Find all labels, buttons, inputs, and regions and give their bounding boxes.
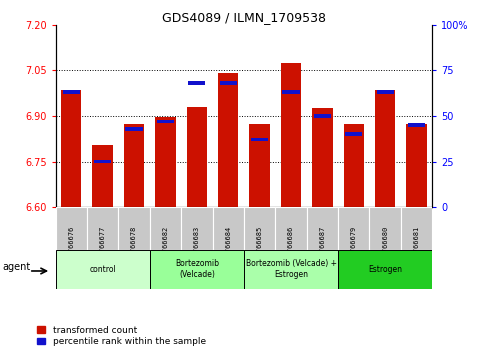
Bar bbox=[218, 73, 239, 207]
Bar bbox=[251, 138, 268, 142]
Bar bbox=[375, 90, 396, 207]
Bar bbox=[56, 250, 150, 289]
Text: GSM766683: GSM766683 bbox=[194, 226, 200, 264]
Bar bbox=[150, 250, 244, 289]
Text: GSM766676: GSM766676 bbox=[68, 226, 74, 264]
Text: GSM766686: GSM766686 bbox=[288, 226, 294, 264]
Text: GSM766680: GSM766680 bbox=[382, 226, 388, 264]
Bar bbox=[87, 207, 118, 250]
Text: Estrogen: Estrogen bbox=[368, 264, 402, 274]
Text: Bortezomib
(Velcade): Bortezomib (Velcade) bbox=[175, 259, 219, 279]
Bar bbox=[155, 118, 176, 207]
Bar bbox=[281, 63, 301, 207]
Text: GSM766681: GSM766681 bbox=[413, 226, 420, 264]
Text: GSM766684: GSM766684 bbox=[225, 226, 231, 264]
Bar bbox=[244, 207, 275, 250]
Bar bbox=[92, 145, 113, 207]
Text: GSM766677: GSM766677 bbox=[99, 226, 106, 264]
Bar bbox=[408, 123, 425, 127]
Bar bbox=[406, 124, 427, 207]
Title: GDS4089 / ILMN_1709538: GDS4089 / ILMN_1709538 bbox=[162, 11, 326, 24]
Bar bbox=[343, 124, 364, 207]
Bar bbox=[188, 81, 205, 85]
Legend: transformed count, percentile rank within the sample: transformed count, percentile rank withi… bbox=[37, 326, 206, 346]
Bar bbox=[401, 207, 432, 250]
Bar bbox=[186, 107, 207, 207]
Text: GSM766687: GSM766687 bbox=[319, 226, 326, 264]
Bar bbox=[377, 90, 394, 94]
Bar bbox=[369, 207, 401, 250]
Bar bbox=[249, 124, 270, 207]
Text: agent: agent bbox=[3, 262, 31, 272]
Bar bbox=[307, 207, 338, 250]
Bar bbox=[56, 207, 87, 250]
Text: Bortezomib (Velcade) +
Estrogen: Bortezomib (Velcade) + Estrogen bbox=[245, 259, 337, 279]
Bar bbox=[157, 120, 174, 123]
Text: GSM766685: GSM766685 bbox=[256, 226, 263, 264]
Bar bbox=[213, 207, 244, 250]
Bar bbox=[118, 207, 150, 250]
Bar bbox=[312, 108, 333, 207]
Bar bbox=[61, 90, 82, 207]
Bar bbox=[338, 207, 369, 250]
Text: GSM766678: GSM766678 bbox=[131, 226, 137, 264]
Bar bbox=[150, 207, 181, 250]
Bar bbox=[275, 207, 307, 250]
Text: GSM766679: GSM766679 bbox=[351, 226, 357, 264]
Text: GSM766682: GSM766682 bbox=[162, 226, 169, 264]
Bar bbox=[126, 127, 142, 131]
Text: control: control bbox=[89, 264, 116, 274]
Bar bbox=[338, 250, 432, 289]
Bar bbox=[181, 207, 213, 250]
Bar bbox=[220, 81, 237, 85]
Bar bbox=[314, 114, 331, 118]
Bar bbox=[94, 160, 111, 163]
Bar bbox=[124, 124, 144, 207]
Bar bbox=[283, 90, 299, 94]
Bar bbox=[244, 250, 338, 289]
Bar bbox=[345, 132, 362, 136]
Bar bbox=[63, 90, 80, 94]
